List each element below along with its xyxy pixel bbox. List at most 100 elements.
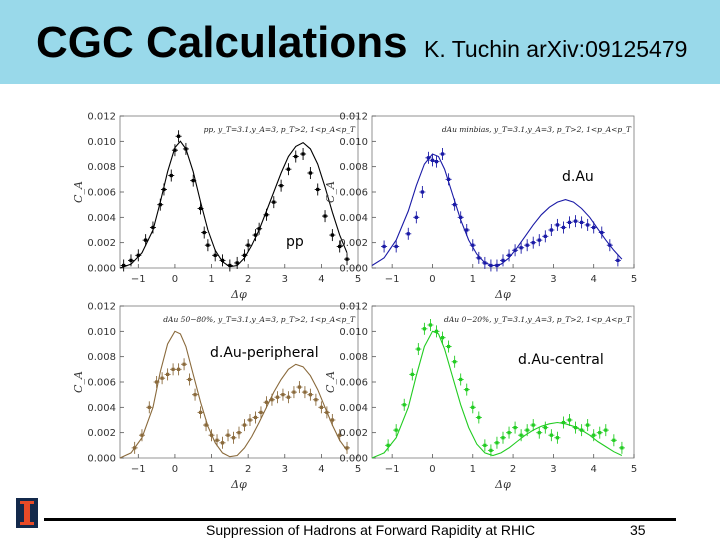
data-point: [471, 405, 475, 409]
data-point: [345, 257, 349, 261]
data-point: [319, 405, 323, 409]
panel-label: pp: [286, 234, 304, 250]
data-point: [501, 258, 505, 262]
y-axis-label: C_A: [72, 181, 85, 203]
x-tick-label: 5: [631, 464, 637, 475]
data-point: [446, 344, 451, 349]
data-point: [561, 225, 566, 230]
y-tick-label: 0.002: [339, 238, 368, 249]
data-point: [209, 433, 214, 437]
data-point: [549, 228, 553, 232]
x-tick-label: 1: [470, 464, 476, 475]
x-tick-label: 3: [282, 464, 288, 475]
x-tick-label: 0: [429, 464, 435, 475]
data-point: [402, 403, 406, 407]
data-point: [270, 398, 274, 402]
data-point: [213, 253, 217, 257]
data-point: [531, 423, 535, 427]
data-point: [519, 246, 523, 250]
x-tick-label: 2: [510, 274, 516, 285]
data-point: [519, 433, 523, 437]
data-point: [501, 436, 505, 440]
data-point: [586, 423, 590, 427]
data-point: [275, 395, 280, 399]
data-point: [171, 367, 175, 371]
data-point: [489, 448, 493, 452]
panel-label: d.Au: [562, 169, 594, 185]
y-tick-label: 0.012: [87, 302, 116, 313]
y-tick-label: 0.004: [87, 403, 116, 414]
x-tick-label: 4: [318, 464, 324, 475]
y-tick-label: 0.006: [339, 378, 368, 389]
data-point: [434, 329, 439, 333]
data-point: [220, 258, 225, 262]
x-tick-label: 5: [355, 274, 361, 285]
plot-caption: pp, y_T=3.1,y_A=3, p_T>2, 1<p_A<p_T: [204, 125, 356, 134]
y-tick-label: 0.008: [339, 162, 368, 173]
data-point: [176, 134, 181, 138]
data-point: [507, 431, 511, 435]
data-point: [394, 428, 398, 432]
y-tick-label: 0.010: [339, 327, 368, 338]
data-point: [264, 400, 269, 404]
y-tick-label: 0.004: [339, 403, 368, 414]
data-point: [616, 258, 620, 262]
data-point: [169, 173, 173, 178]
data-point: [215, 438, 219, 442]
data-point: [191, 179, 195, 183]
data-point: [561, 420, 566, 425]
x-tick-label: 4: [318, 274, 324, 285]
data-point: [308, 393, 312, 397]
data-point: [580, 220, 584, 224]
data-point: [330, 418, 334, 422]
x-tick-label: 2: [245, 274, 251, 285]
plot-frame: [371, 115, 635, 269]
data-point: [440, 336, 445, 340]
x-tick-label: 5: [631, 274, 637, 285]
logo-bottom-bar: [20, 522, 34, 525]
logo-stem: [24, 503, 30, 523]
plot-caption: dAu minbias, y_T=3.1,y_A=3, p_T>2, 1<p_A…: [442, 125, 632, 134]
data-point: [513, 426, 517, 430]
data-point: [184, 147, 188, 151]
x-tick-label: 4: [591, 274, 597, 285]
data-point: [133, 446, 137, 450]
data-point: [416, 347, 420, 351]
data-point: [495, 441, 499, 445]
x-axis-label: Δφ: [494, 478, 511, 491]
data-point: [279, 184, 283, 188]
x-tick-label: 1: [470, 274, 476, 285]
data-point: [410, 372, 414, 376]
data-point: [303, 390, 307, 394]
data-point: [483, 261, 487, 265]
data-point: [573, 426, 578, 430]
footer-text: Suppression of Hadrons at Forward Rapidi…: [206, 522, 536, 538]
theory-curve: [119, 330, 348, 459]
data-point: [537, 238, 541, 242]
data-point: [281, 393, 285, 397]
y-tick-label: 0.004: [339, 213, 368, 224]
data-point: [537, 431, 541, 435]
data-point: [286, 167, 291, 171]
data-point: [122, 263, 126, 268]
data-point: [567, 418, 572, 422]
data-point: [301, 152, 305, 156]
data-point: [598, 431, 602, 435]
data-point: [155, 380, 159, 384]
data-point: [330, 233, 334, 237]
y-tick-label: 0.010: [87, 137, 116, 148]
data-point: [204, 423, 208, 427]
y-tick-label: 0.002: [87, 428, 116, 439]
data-point: [471, 243, 475, 247]
data-point: [567, 220, 572, 224]
title-banner: [0, 0, 720, 84]
data-point: [525, 243, 529, 247]
data-point: [198, 410, 203, 414]
x-tick-label: 2: [245, 464, 251, 475]
data-point: [187, 377, 192, 382]
y-tick-label: 0.010: [339, 137, 368, 148]
data-point: [166, 372, 170, 376]
data-point: [580, 428, 584, 432]
data-point: [543, 234, 547, 238]
data-point: [453, 360, 457, 364]
